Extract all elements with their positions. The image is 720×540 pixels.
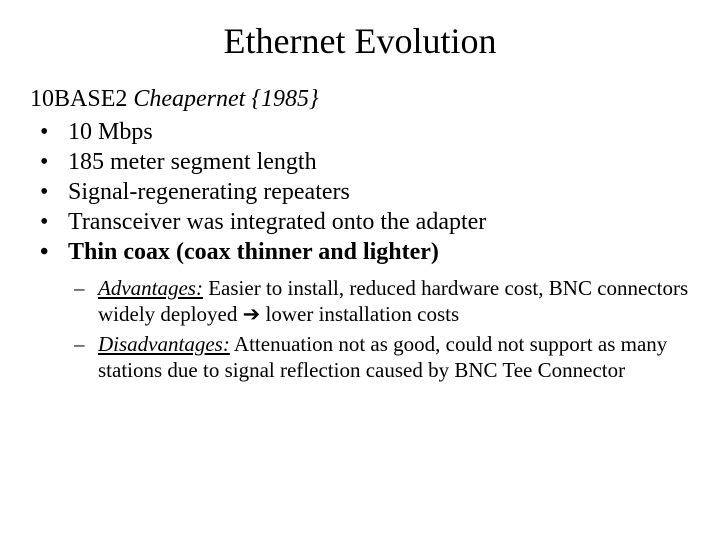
subtitle-name: 10BASE2 — [30, 86, 127, 112]
list-item: Signal-regenerating repeaters — [30, 177, 690, 207]
list-item: Transceiver was integrated onto the adap… — [30, 207, 690, 237]
list-item: 185 meter segment length — [30, 147, 690, 177]
advantages-label: Advantages: — [98, 276, 203, 300]
slide-title: Ethernet Evolution — [30, 20, 690, 62]
sub-list-item: Disadvantages: Attenuation not as good, … — [68, 331, 690, 384]
disadvantages-label: Disadvantages: — [98, 332, 230, 356]
sub-list-item: Advantages: Easier to install, reduced h… — [68, 275, 690, 329]
subtitle: 10BASE2 Cheapernet {1985} — [30, 86, 690, 113]
advantages-text-b: lower installation costs — [260, 302, 459, 326]
subtitle-year: {1985} — [251, 86, 318, 112]
main-bullet-list: 10 Mbps 185 meter segment length Signal-… — [30, 117, 690, 267]
subtitle-desc: Cheapernet — [133, 86, 245, 112]
sub-bullet-list: Advantages: Easier to install, reduced h… — [30, 275, 690, 383]
list-item-bold: Thin coax (coax thinner and lighter) — [30, 237, 690, 267]
arrow-icon: ➔ — [243, 303, 261, 326]
list-item: 10 Mbps — [30, 117, 690, 147]
